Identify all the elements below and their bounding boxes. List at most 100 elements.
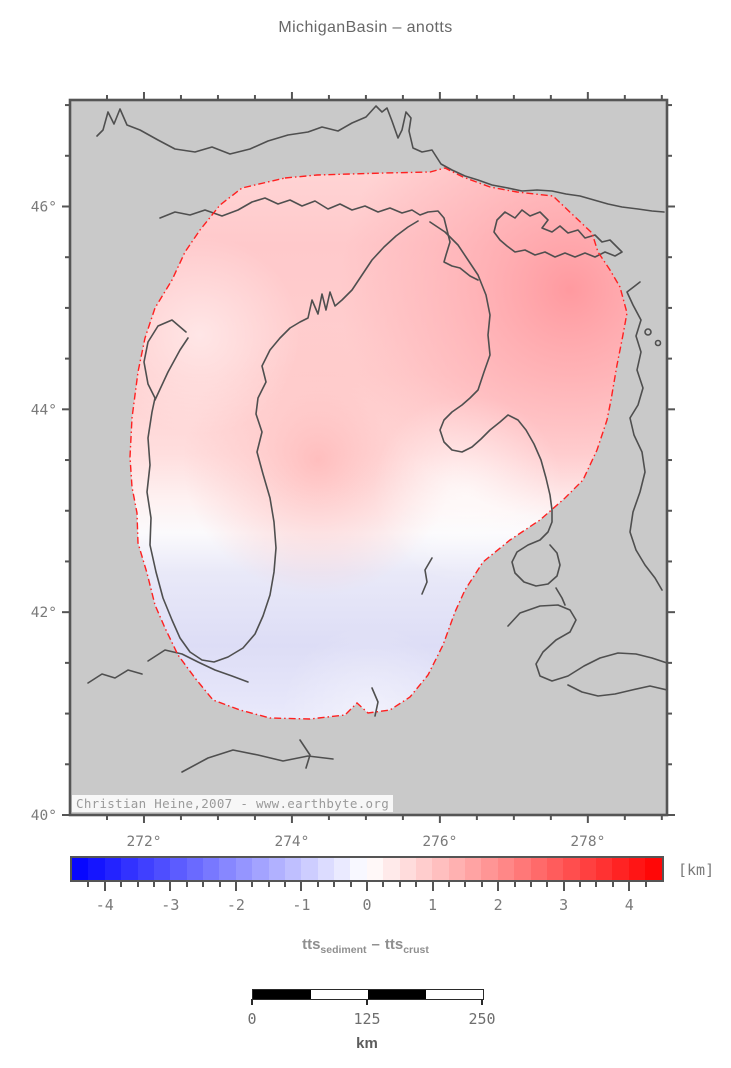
- river-line: [147, 649, 249, 683]
- river-line: [299, 739, 311, 769]
- coastline-manitoulin-islands: [493, 209, 623, 258]
- colorbar-segment: [383, 858, 400, 880]
- colorbar-segment: [579, 858, 596, 880]
- colorbar-minor-tick: [349, 882, 352, 887]
- colorbar-segment: [301, 858, 318, 880]
- scale-bar-tick-label: 250: [468, 1010, 496, 1028]
- basin-contour-fill: [130, 168, 627, 719]
- colorbar-major-tick: [497, 882, 500, 891]
- colorbar-minor-tick: [185, 882, 188, 887]
- colorbar-segment: [104, 858, 122, 880]
- svg-text:40°: 40°: [31, 808, 57, 824]
- scale-bar: [252, 989, 484, 1000]
- colorbar-minor-tick: [579, 882, 582, 887]
- coastline-upper-peninsula-south: [159, 197, 479, 281]
- scale-bar-unit: km: [356, 1035, 378, 1052]
- scale-bar-tick: [366, 999, 368, 1005]
- colorbar-segment: [415, 858, 433, 880]
- colorbar-tick-label: -4: [95, 896, 114, 914]
- colorbar-segment: [153, 858, 171, 880]
- basin-fill-south-pale: [130, 168, 627, 719]
- river-line: [87, 669, 143, 684]
- colorbar-tick-label: 2: [493, 896, 503, 914]
- colorbar-minor-tick: [415, 882, 418, 887]
- map-canvas: 272° 274° 276° 278° 46° 44° 42° 40°: [31, 92, 675, 850]
- svg-text:278°: 278°: [570, 834, 605, 850]
- quantity-operator: –: [371, 936, 380, 953]
- colorbar-minor-tick: [546, 882, 549, 887]
- scale-bar-tick: [251, 999, 253, 1005]
- colorbar-segment: [317, 858, 334, 880]
- colorbar-segment: [203, 858, 220, 880]
- scale-bar-segment: [368, 990, 426, 999]
- colorbar-segment: [137, 858, 154, 880]
- svg-text:272°: 272°: [127, 834, 162, 850]
- colorbar-segment: [612, 858, 629, 880]
- colorbar-tick-label: -1: [292, 896, 311, 914]
- coastline-ontario-east: [626, 281, 663, 591]
- coastline-detroit-river: [555, 587, 566, 606]
- svg-text:274°: 274°: [274, 834, 309, 850]
- coastline-lake-superior-north-channel: [96, 105, 665, 213]
- colorbar-segment: [481, 858, 498, 880]
- river-line: [371, 687, 379, 717]
- scale-bar-tick: [481, 999, 483, 1005]
- colorbar-minor-tick: [218, 882, 221, 887]
- colorbar-minor-tick: [87, 882, 90, 887]
- colorbar-segment: [170, 858, 187, 880]
- colorbar-major-tick: [562, 882, 565, 891]
- colorbar-unit-label: [km]: [678, 861, 715, 879]
- colorbar-minor-tick: [611, 882, 614, 887]
- scale-bar-segment: [253, 990, 311, 999]
- colorbar-minor-tick: [644, 882, 647, 887]
- colorbar-segment: [514, 858, 531, 880]
- colorbar-minor-tick: [480, 882, 483, 887]
- colorbar-segment: [645, 858, 662, 880]
- colorbar-minor-tick: [464, 882, 467, 887]
- coastline-lake-erie: [507, 604, 667, 697]
- axis-labels: 272° 274° 276° 278° 46° 44° 42° 40°: [31, 199, 606, 850]
- colorbar-major-tick: [169, 882, 172, 891]
- colorbar-segment: [448, 858, 465, 880]
- colorbar-tick-label: 4: [624, 896, 634, 914]
- scale-bar-segment: [310, 990, 368, 999]
- colorbar-tick-label: -3: [161, 896, 180, 914]
- colorbar-segment: [252, 858, 269, 880]
- colorbar-minor-tick: [529, 882, 532, 887]
- colorbar-major-tick: [366, 882, 368, 891]
- colorbar-minor-tick: [447, 882, 450, 887]
- river-line: [421, 557, 433, 595]
- colorbar-segment: [596, 858, 613, 880]
- colorbar-segment: [88, 858, 105, 880]
- svg-text:46°: 46°: [31, 199, 57, 215]
- colorbar-tick-label: 1: [428, 896, 438, 914]
- watermark: Christian Heine,2007 - www.earthbyte.org: [72, 795, 394, 812]
- map-content: [70, 100, 667, 815]
- scale-bar-tick-label: 0: [247, 1010, 257, 1028]
- colorbar-segment: [219, 858, 236, 880]
- colorbar-minor-tick: [382, 882, 385, 887]
- colorbar-minor-tick: [333, 882, 336, 887]
- colorbar-segment: [465, 858, 482, 880]
- colorbar-minor-tick: [251, 882, 254, 887]
- scale-bar-segment: [425, 990, 483, 999]
- colorbar-minor-tick: [316, 882, 319, 887]
- colorbar-segment: [186, 858, 203, 880]
- quantity-term1-subscript: sediment: [320, 944, 367, 956]
- colorbar-segment: [121, 858, 138, 880]
- coastlines: [87, 105, 667, 773]
- colorbar-segment: [350, 858, 367, 880]
- colorbar-minor-tick: [136, 882, 139, 887]
- colorbar-minor-tick: [120, 882, 123, 887]
- colorbar-major-tick: [300, 882, 303, 891]
- colorbar-segment: [284, 858, 302, 880]
- colorbar-major-tick: [234, 882, 237, 891]
- colorbar-segment: [530, 858, 547, 880]
- colorbar-minor-tick: [513, 882, 516, 887]
- colorbar-segment: [497, 858, 515, 880]
- colorbar-segment: [334, 858, 351, 880]
- basin-boundary-dashed: [129, 167, 628, 720]
- colorbar-segment: [563, 858, 580, 880]
- quantity-term1: tts: [302, 936, 321, 953]
- scale-bar-tick-label: 125: [353, 1010, 381, 1028]
